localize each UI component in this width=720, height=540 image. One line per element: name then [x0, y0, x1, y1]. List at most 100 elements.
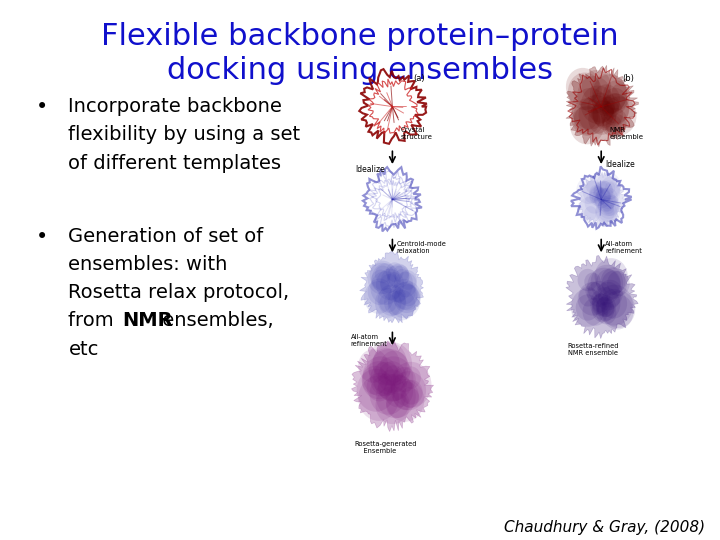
Circle shape [597, 181, 608, 194]
Circle shape [392, 279, 415, 305]
Circle shape [380, 350, 408, 382]
Circle shape [600, 93, 629, 126]
Circle shape [606, 113, 626, 136]
Circle shape [371, 269, 390, 291]
Circle shape [577, 269, 598, 291]
Circle shape [601, 96, 636, 136]
Text: Incorporate backbone: Incorporate backbone [68, 97, 282, 116]
Circle shape [363, 356, 399, 396]
Circle shape [373, 342, 412, 386]
Circle shape [582, 70, 611, 103]
Circle shape [595, 200, 617, 225]
Polygon shape [566, 65, 639, 147]
Circle shape [392, 381, 419, 410]
Circle shape [602, 95, 620, 114]
Circle shape [604, 101, 619, 118]
Circle shape [392, 282, 417, 310]
Circle shape [367, 341, 407, 386]
Text: of different templates: of different templates [68, 153, 282, 173]
Circle shape [395, 269, 409, 285]
Circle shape [366, 373, 392, 401]
Circle shape [393, 367, 415, 392]
Circle shape [572, 88, 609, 130]
Circle shape [386, 262, 403, 282]
Text: •: • [36, 97, 48, 117]
Circle shape [600, 267, 626, 295]
Circle shape [590, 187, 606, 206]
Circle shape [577, 76, 611, 113]
Circle shape [601, 271, 626, 299]
Circle shape [576, 294, 599, 321]
Circle shape [577, 177, 601, 204]
Circle shape [602, 93, 629, 124]
Circle shape [593, 97, 623, 131]
Circle shape [601, 195, 620, 216]
Circle shape [573, 102, 598, 130]
Circle shape [375, 288, 402, 318]
Circle shape [378, 369, 407, 402]
Circle shape [595, 188, 616, 212]
Circle shape [595, 258, 628, 295]
Circle shape [602, 294, 634, 329]
Circle shape [597, 295, 616, 317]
Text: Idealize: Idealize [355, 165, 384, 174]
Circle shape [592, 294, 609, 313]
Circle shape [570, 106, 604, 144]
Circle shape [395, 281, 420, 310]
Circle shape [598, 195, 619, 219]
Circle shape [595, 282, 621, 310]
Circle shape [592, 187, 611, 208]
Circle shape [583, 181, 603, 203]
Circle shape [596, 187, 611, 204]
Circle shape [589, 185, 603, 201]
Circle shape [379, 294, 397, 313]
Circle shape [585, 192, 604, 214]
Circle shape [579, 95, 613, 134]
Circle shape [356, 369, 395, 411]
Circle shape [394, 272, 417, 297]
Circle shape [376, 374, 416, 418]
Circle shape [603, 88, 627, 114]
Circle shape [571, 288, 606, 327]
Text: flexibility by using a set: flexibility by using a set [68, 125, 300, 144]
Circle shape [592, 294, 611, 315]
Text: Flexible backbone protein–protein
docking using ensembles: Flexible backbone protein–protein dockin… [102, 22, 618, 85]
Circle shape [387, 264, 410, 288]
Circle shape [585, 282, 602, 300]
Circle shape [566, 68, 600, 105]
Circle shape [582, 298, 608, 326]
Circle shape [603, 202, 614, 214]
Circle shape [392, 288, 405, 303]
Circle shape [590, 265, 623, 301]
Circle shape [358, 349, 388, 383]
Circle shape [596, 285, 633, 326]
Circle shape [369, 349, 410, 395]
Circle shape [378, 361, 406, 393]
Circle shape [375, 266, 391, 284]
Circle shape [399, 270, 417, 290]
Circle shape [574, 105, 600, 134]
Circle shape [598, 187, 618, 209]
Text: •: • [36, 227, 48, 247]
Circle shape [380, 274, 397, 293]
Circle shape [380, 266, 413, 302]
Circle shape [589, 186, 606, 204]
Circle shape [596, 302, 616, 325]
Circle shape [598, 193, 618, 216]
Circle shape [384, 375, 413, 408]
Circle shape [362, 366, 388, 395]
Circle shape [596, 172, 621, 200]
Circle shape [359, 375, 399, 421]
Text: Idealize: Idealize [606, 160, 635, 169]
Circle shape [601, 291, 635, 328]
Polygon shape [359, 251, 423, 323]
Circle shape [388, 282, 420, 318]
Text: Rosetta-refined
NMR ensemble: Rosetta-refined NMR ensemble [568, 343, 619, 356]
Circle shape [596, 269, 621, 296]
Circle shape [596, 198, 620, 225]
Circle shape [595, 296, 614, 317]
Circle shape [401, 367, 421, 389]
Circle shape [600, 289, 627, 319]
Circle shape [603, 108, 627, 136]
Circle shape [594, 194, 605, 206]
